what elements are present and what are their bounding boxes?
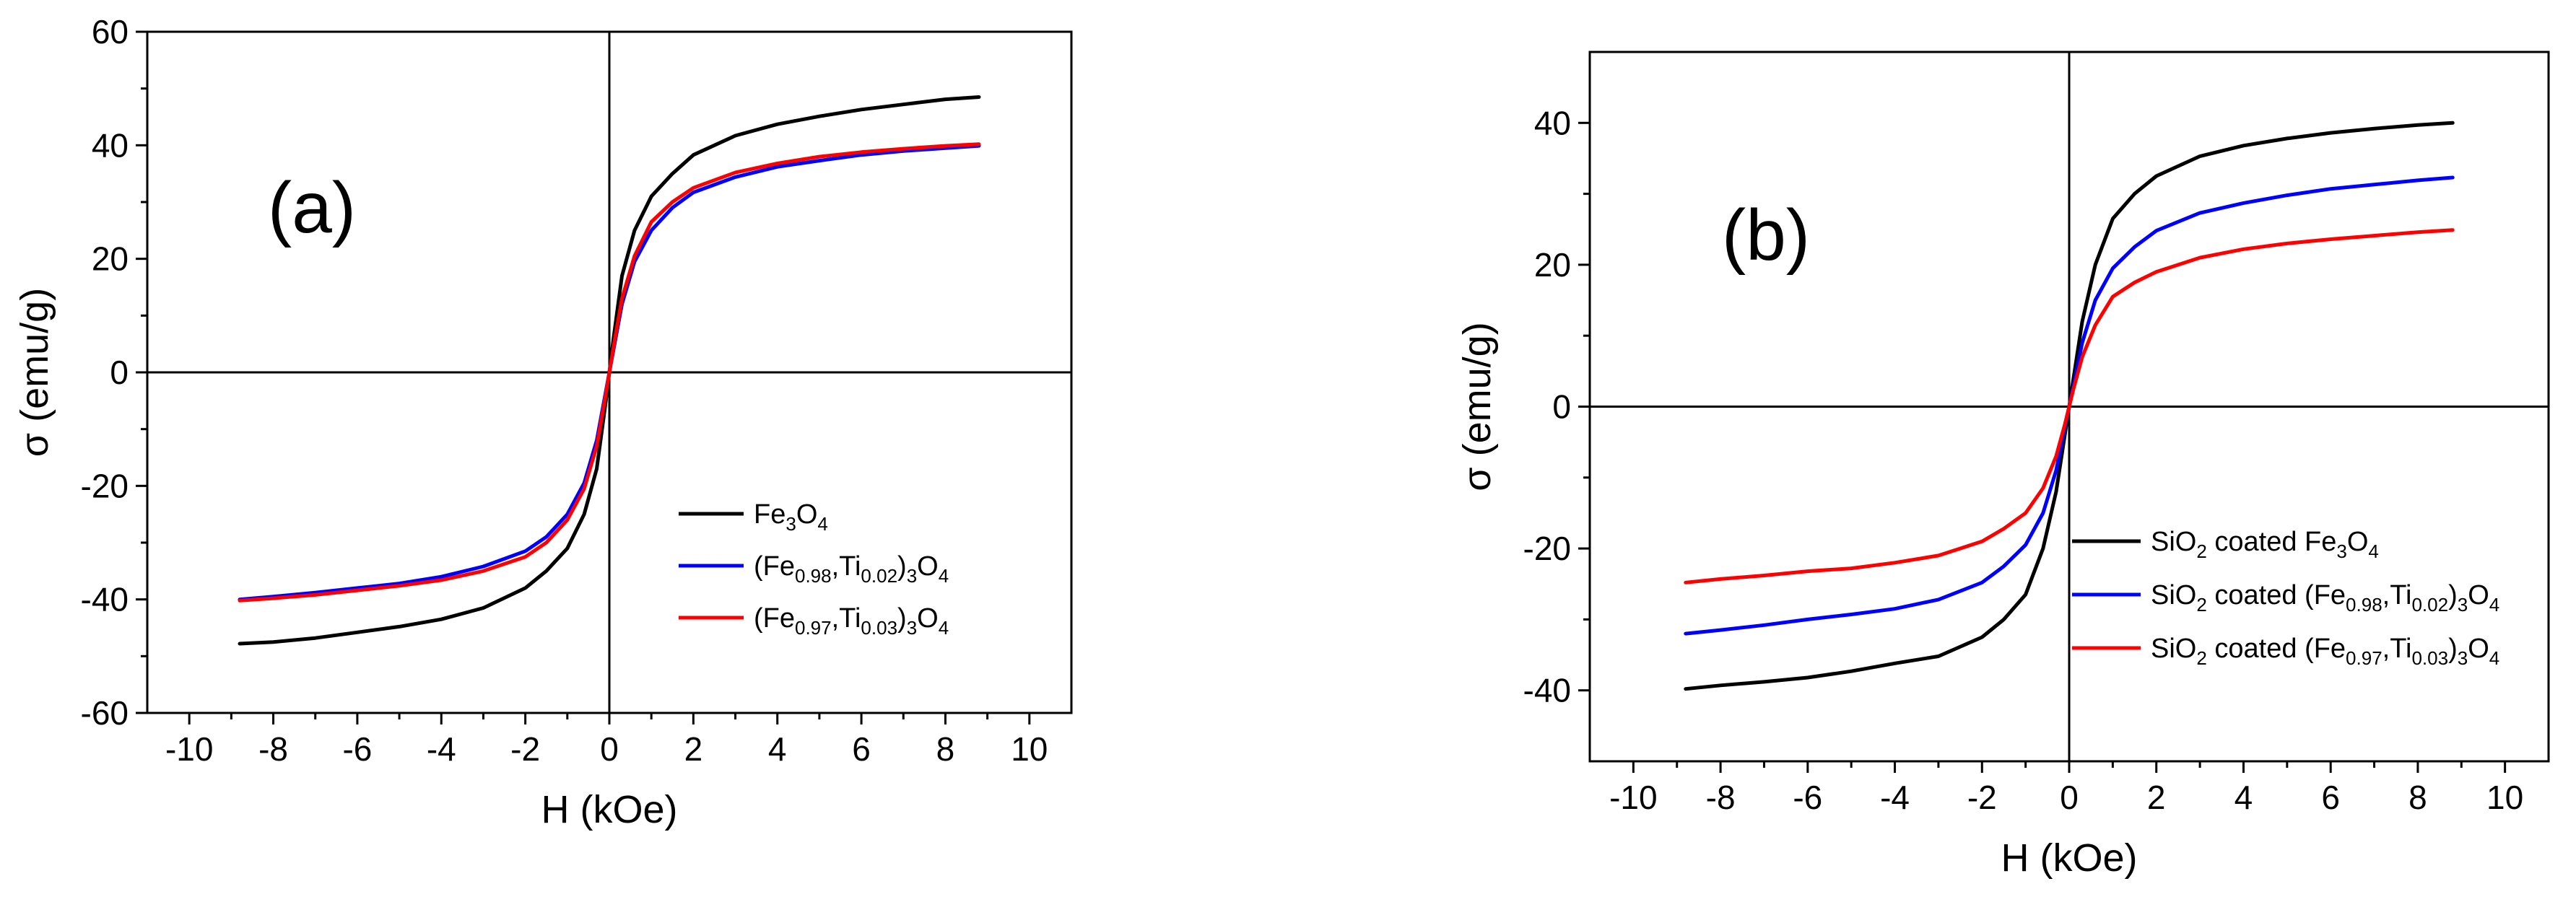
x-tick-label: 0 [2060,779,2079,816]
x-tick-label: -4 [427,730,456,768]
x-tick-label: -4 [1880,779,1910,816]
y-tick-label: -40 [81,581,129,618]
x-tick-label: 6 [852,730,871,768]
y-tick-label: 0 [110,354,129,391]
y-tick-label: 20 [92,240,129,278]
y-tick-label: 0 [1552,388,1571,426]
x-tick-label: -6 [1793,779,1822,816]
y-tick-label: -40 [1523,672,1571,709]
y-axis-title: σ (emu/g) [13,288,56,457]
series-line-3 [1684,228,2455,584]
y-tick-label: -60 [81,694,129,732]
legend-label-3: (Fe0.97,Ti0.03)3O4 [754,603,949,639]
x-tick-label: -6 [342,730,372,768]
x-tick-label: 0 [600,730,619,768]
legend: SiO2 coated Fe3O4 SiO2 coated (Fe0.98,Ti0… [2072,527,2499,669]
y-tick-label: 40 [1534,104,1571,141]
x-tick-label: 10 [2486,779,2523,816]
y-axis-title: σ (emu/g) [1455,322,1499,491]
x-axis-title: H (kOe) [541,788,678,831]
x-tick-label: -10 [1609,779,1657,816]
legend-label-2: SiO2 coated (Fe0.98,Ti0.02)3O4 [2151,580,2499,616]
x-tick-label: 2 [684,730,703,768]
y-tick-label: -20 [81,467,129,504]
x-axis-title: H (kOe) [2001,836,2138,880]
legend-label-3: SiO2 coated (Fe0.97,Ti0.03)3O4 [2151,634,2499,669]
y-tick-label: -20 [1523,530,1571,567]
x-tick-label: 6 [2321,779,2340,816]
x-tick-label: -10 [165,730,213,768]
x-tick-label: 10 [1011,730,1048,768]
y-tick-label: 20 [1534,246,1571,284]
x-tick-label: -8 [258,730,288,768]
panel-label: (a) [268,167,356,248]
legend-label-2: (Fe0.98,Ti0.02)3O4 [754,551,949,587]
legend-label-1: SiO2 coated Fe3O4 [2151,527,2379,562]
legend: Fe3O4 (Fe0.98,Ti0.02)3O4 (Fe0.97,Ti0.03)3O… [679,499,949,639]
x-tick-label: 4 [768,730,787,768]
x-tick-label: 4 [2235,779,2253,816]
x-tick-label: 2 [2147,779,2166,816]
y-tick-label: 60 [92,13,129,51]
series-line-3 [238,142,981,603]
x-tick-label: -2 [1967,779,1997,816]
x-tick-label: -8 [1706,779,1736,816]
x-tick-label: 8 [2409,779,2427,816]
x-tick-label: -2 [510,730,540,768]
panel-label: (b) [1722,195,1810,276]
x-tick-label: 8 [936,730,955,768]
y-tick-label: 40 [92,126,129,164]
legend-label-1: Fe3O4 [754,499,828,535]
